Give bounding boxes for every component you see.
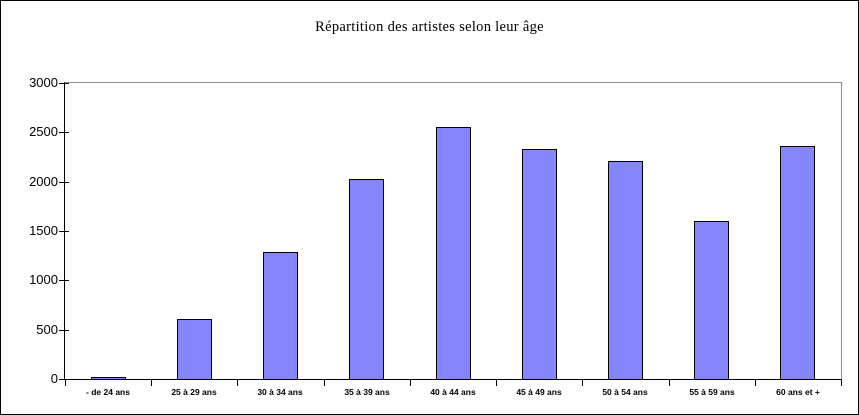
bar-45 à 49 ans — [522, 149, 557, 379]
x-axis-category-label: 40 à 44 ans — [430, 387, 476, 397]
y-axis-tick-label: 1000 — [29, 272, 58, 287]
y-axis-tick — [59, 83, 69, 84]
x-axis-tick — [841, 379, 842, 386]
y-axis-tick — [59, 182, 69, 183]
y-axis-tick-label: 3000 — [29, 75, 58, 90]
bar-50 à 54 ans — [608, 161, 643, 379]
y-axis-tick — [59, 231, 69, 232]
y-axis-tick-label: 500 — [36, 322, 58, 337]
x-axis-tick — [582, 379, 583, 386]
x-axis-category-label: 45 à 49 ans — [516, 387, 562, 397]
y-axis-tick-label: 1500 — [29, 223, 58, 238]
x-axis-tick — [755, 379, 756, 386]
chart-title: Répartition des artistes selon leur âge — [315, 19, 544, 35]
x-axis-tick — [65, 379, 66, 386]
bar-25 à 29 ans — [177, 319, 212, 379]
y-axis-tick — [59, 280, 69, 281]
y-axis-tick — [59, 379, 69, 380]
y-axis-tick-label: 2000 — [29, 174, 58, 189]
bar-40 à 44 ans — [436, 127, 471, 379]
bar-60 ans et + — [780, 146, 815, 379]
bar-30 à 34 ans — [263, 252, 298, 379]
x-axis-category-label: 55 à 59 ans — [689, 387, 735, 397]
bar-35 à 39 ans — [349, 179, 384, 379]
bar-55 à 59 ans — [694, 221, 729, 379]
x-axis-category-label: 60 ans et + — [776, 387, 820, 397]
x-axis-category-label: 35 à 39 ans — [344, 387, 390, 397]
x-axis-tick — [237, 379, 238, 386]
x-axis-category-label: 25 à 29 ans — [171, 387, 217, 397]
x-axis-tick — [410, 379, 411, 386]
x-axis-category-label: 50 à 54 ans — [602, 387, 648, 397]
x-axis-tick — [151, 379, 152, 386]
plot-area — [59, 82, 842, 386]
x-axis-tick — [324, 379, 325, 386]
x-axis-category-label: - de 24 ans — [86, 387, 130, 397]
y-axis-tick — [59, 132, 69, 133]
y-axis-tick-label: 2500 — [29, 124, 58, 139]
y-axis-tick-label: 0 — [50, 371, 58, 386]
x-axis-tick — [496, 379, 497, 386]
x-axis-category-label: 30 à 34 ans — [257, 387, 303, 397]
bar-- de 24 ans — [91, 377, 126, 379]
x-axis-tick — [669, 379, 670, 386]
y-axis-tick — [59, 330, 69, 331]
